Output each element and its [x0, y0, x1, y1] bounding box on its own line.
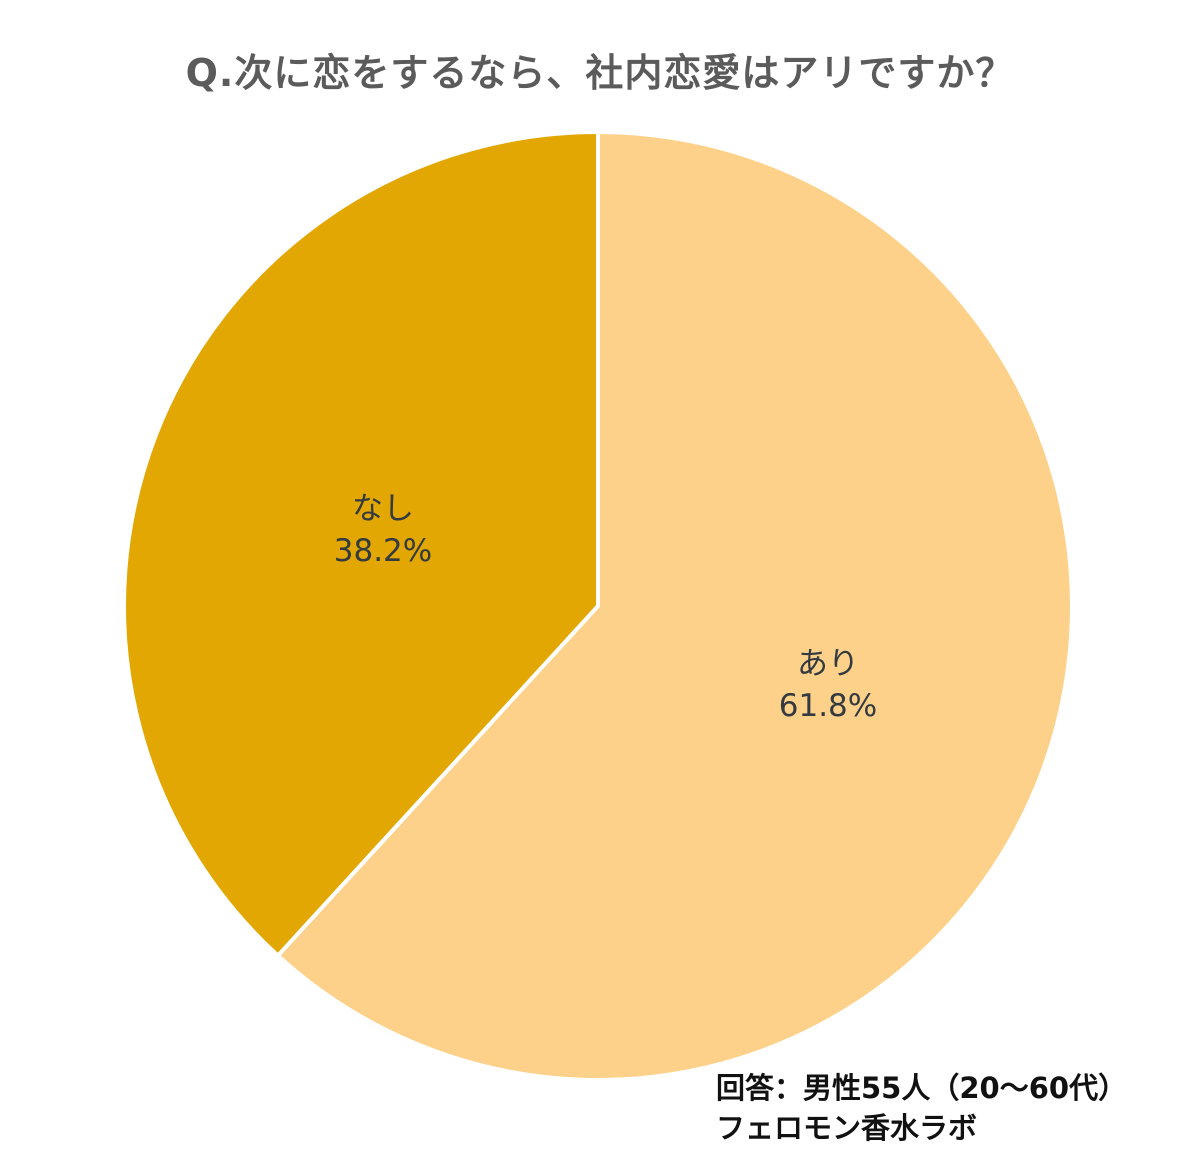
- slice-pct-ari: 61.8%: [778, 688, 878, 724]
- slice-pct-nashi: 38.2%: [333, 533, 433, 569]
- chart-title: Q.次に恋をするなら、社内恋愛はアリですか？: [185, 51, 1015, 95]
- slice-name-ari: あり: [797, 646, 859, 682]
- respondents-line: 回答：男性55人（20～60代）: [716, 1071, 1128, 1105]
- slice-label-nashi: なし 38.2%: [263, 488, 503, 572]
- source-note: 回答：男性55人（20～60代） フェロモン香水ラボ: [716, 1068, 1127, 1148]
- slice-label-ari: あり 61.8%: [708, 643, 948, 727]
- slice-name-nashi: なし: [352, 491, 414, 527]
- slice-nashi: [122, 129, 600, 959]
- publisher-line: フェロモン香水ラボ: [716, 1111, 978, 1145]
- slice-ari: [275, 129, 1074, 1082]
